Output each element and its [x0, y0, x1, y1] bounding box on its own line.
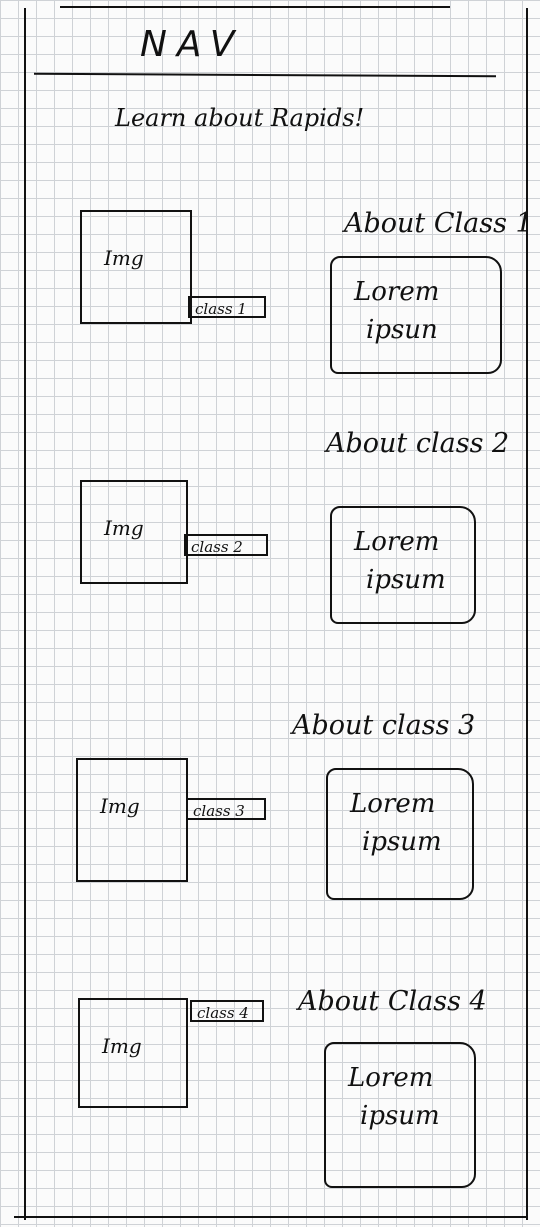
class-1-description-box: Lorem ipsun [330, 256, 502, 374]
img-label: Img [104, 246, 144, 270]
lorem-line-1: Lorem [348, 1063, 434, 1093]
class-4-description-box: Lorem ipsum [324, 1042, 476, 1188]
class-4-tag[interactable]: class 4 [190, 1000, 264, 1022]
class-2-description-box: Lorem ipsum [330, 506, 476, 624]
nav-divider [33, 72, 497, 78]
class-2-image-placeholder: Img [80, 480, 188, 584]
lorem-line-2: ipsun [366, 314, 438, 345]
lorem-line-1: Lorem [354, 277, 440, 307]
about-class-3-title: About class 3 [292, 710, 476, 741]
lorem-line-1: Lorem [350, 789, 436, 819]
class-3-image-placeholder: Img [76, 758, 188, 882]
class-3-tag[interactable]: class 3 [186, 798, 266, 820]
img-label: Img [102, 1034, 142, 1058]
img-label: Img [104, 516, 144, 540]
img-label: Img [100, 794, 140, 818]
lorem-line-2: ipsum [366, 564, 446, 595]
frame-left-line [24, 8, 26, 1220]
page-heading: Learn about Rapids! [115, 104, 365, 132]
lorem-line-2: ipsum [360, 1100, 440, 1131]
class-1-tag[interactable]: class 1 [188, 296, 266, 318]
about-class-2-title: About class 2 [326, 428, 510, 459]
lorem-line-1: Lorem [354, 527, 440, 557]
class-4-image-placeholder: Img [78, 998, 188, 1108]
frame-bottom-line [14, 1216, 526, 1218]
lorem-line-2: ipsum [362, 826, 442, 857]
frame-right-line [526, 8, 528, 1220]
about-class-4-title: About Class 4 [298, 986, 487, 1017]
class-3-description-box: Lorem ipsum [326, 768, 474, 900]
about-class-1-title: About Class 1 [344, 208, 533, 239]
frame-top-line [60, 6, 450, 8]
class-2-tag[interactable]: class 2 [184, 534, 268, 556]
nav-title[interactable]: NAV [140, 24, 245, 65]
class-1-image-placeholder: Img [80, 210, 192, 324]
